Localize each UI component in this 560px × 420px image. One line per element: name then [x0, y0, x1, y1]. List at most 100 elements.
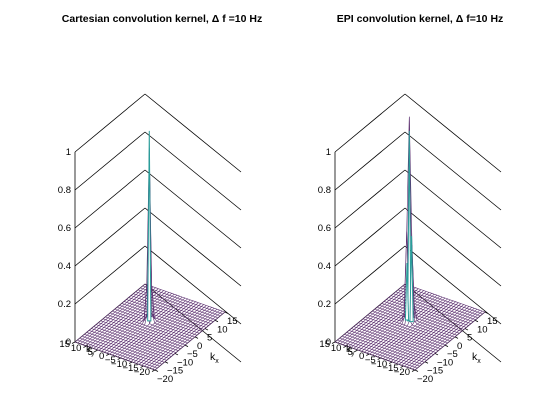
- back-grid-line: [144, 169, 242, 249]
- mesh-line-y: [138, 306, 210, 365]
- mesh-line-y: [120, 299, 191, 359]
- mesh-line-y: [406, 308, 478, 368]
- z-tick-label: 0.8: [318, 185, 331, 196]
- axes-box: [331, 93, 502, 372]
- back-grid-line: [334, 245, 406, 305]
- mesh-line-y: [377, 298, 448, 358]
- surface-mesh: [74, 148, 226, 371]
- surface-plot-cartesian: 00.20.40.60.81−20−15−10−5051015−20−15−10…: [58, 93, 242, 385]
- y-tick: [140, 365, 144, 368]
- mesh-line-y: [74, 283, 146, 343]
- mesh-line-y: [85, 287, 156, 346]
- back-grid-line: [144, 131, 242, 211]
- x-tick: [484, 311, 489, 314]
- mesh-line-y: [125, 301, 196, 360]
- z-tick-label: 0.6: [58, 223, 71, 234]
- y-axis-label-subscript: y: [91, 350, 95, 357]
- mesh-line-y: [404, 308, 475, 367]
- mesh-line-y: [372, 244, 443, 356]
- x-tick-label: −10: [437, 357, 453, 368]
- y-axis-label: ky: [346, 343, 355, 357]
- back-grid-line: [74, 169, 146, 229]
- x-tick-label: 10: [217, 324, 228, 335]
- mesh-line-y: [390, 303, 462, 362]
- mesh-line-y: [154, 311, 226, 371]
- x-tick-label: 0: [457, 341, 462, 352]
- x-tick-label: −5: [447, 349, 458, 360]
- x-axis-label-subscript: x: [477, 358, 481, 365]
- mesh-line-y: [88, 288, 159, 347]
- y-tick: [331, 341, 336, 344]
- x-tick: [444, 344, 449, 348]
- back-grid-line: [74, 207, 146, 267]
- mesh-line-y: [144, 308, 215, 367]
- mesh-line-y: [136, 305, 207, 364]
- z-tick-label: 0.8: [58, 185, 71, 196]
- back-grid-line: [74, 245, 146, 305]
- chart-title: EPI convolution kernel, Δ f=10 Hz: [336, 13, 504, 25]
- z-tick-label: 0.2: [58, 299, 71, 310]
- x-tick-label: −15: [167, 366, 183, 377]
- mesh-line-y: [128, 302, 199, 361]
- x-tick-label: 15: [487, 316, 498, 327]
- x-tick-label: −20: [157, 374, 173, 385]
- chart-cartesian: Cartesian convolution kernel, Δ f =10 Hz…: [58, 13, 262, 385]
- y-tick: [151, 369, 156, 372]
- mesh-line-y: [388, 302, 459, 361]
- mesh-line-y: [398, 306, 470, 365]
- mesh-line-y: [133, 304, 204, 363]
- y-tick-label: 0: [99, 351, 104, 362]
- x-tick: [454, 336, 459, 339]
- back-grid-line: [404, 93, 502, 173]
- back-grid-line: [144, 245, 242, 325]
- y-tick-label: 5: [88, 347, 93, 358]
- mesh-line-y: [82, 286, 154, 346]
- y-tick-label: 10: [71, 343, 82, 354]
- peak-spike: [404, 263, 410, 321]
- y-tick: [343, 345, 347, 348]
- z-tick-label: 1: [326, 147, 331, 158]
- y-tick: [400, 365, 404, 368]
- y-tick: [377, 357, 381, 360]
- x-tick: [434, 353, 439, 356]
- chart-epi: EPI convolution kernel, Δ f=10 Hz 0 0.2 0.…: [280, 0, 560, 420]
- mesh-line-y: [412, 310, 483, 370]
- y-tick: [388, 361, 393, 364]
- x-tick-label: 5: [207, 333, 212, 344]
- surface-mesh: [334, 116, 486, 371]
- mesh-line-y: [345, 287, 416, 346]
- mesh-line-y: [98, 292, 170, 351]
- x-tick: [174, 353, 179, 356]
- mesh-line-y: [393, 304, 464, 363]
- z-tick-label: 0: [66, 337, 71, 348]
- x-tick: [184, 344, 189, 348]
- mesh-line-y: [409, 309, 480, 369]
- y-tick-label: −15: [122, 363, 138, 374]
- mesh-line-y: [106, 286, 178, 354]
- mesh-line-y: [96, 291, 167, 350]
- y-tick: [117, 357, 121, 360]
- x-tick-label: 10: [477, 324, 488, 335]
- x-axis-label: kx: [210, 351, 219, 365]
- mesh-line-y: [401, 307, 472, 366]
- y-tick-label: 0: [359, 351, 364, 362]
- peak-spike: [147, 130, 152, 322]
- mesh-line-y: [152, 310, 223, 370]
- mesh-line-y: [130, 303, 202, 362]
- x-tick: [164, 361, 169, 364]
- y-tick-label: −10: [371, 359, 387, 370]
- mesh-line-y: [141, 307, 212, 366]
- mesh-line-y: [374, 297, 446, 357]
- x-tick: [424, 361, 429, 364]
- mesh-line-y: [80, 285, 151, 345]
- y-tick-label: −20: [134, 367, 150, 378]
- back-grid-line: [74, 131, 146, 191]
- mesh-line-y: [340, 285, 411, 345]
- surface-plot-epi: 00.20.40.60.81−20−15−10−5051015−20−15−10…: [318, 93, 502, 385]
- back-grid-line: [74, 93, 146, 153]
- back-grid-line: [404, 245, 502, 325]
- back-grid-line: [144, 93, 242, 173]
- x-tick: [414, 369, 419, 372]
- y-tick: [128, 361, 133, 364]
- mesh-line-y: [369, 116, 440, 355]
